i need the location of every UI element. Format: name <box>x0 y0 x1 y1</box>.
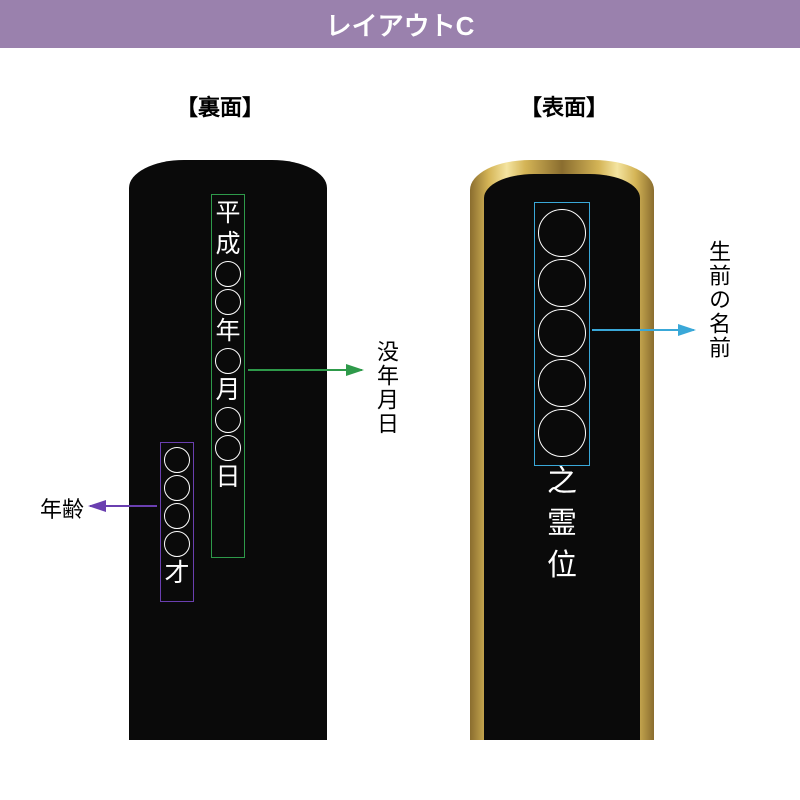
highlight-date <box>211 194 245 558</box>
glyph: 之 <box>547 464 577 500</box>
callout-label-name: 生前の名前 <box>702 240 734 360</box>
callout-label-age: 年齢 <box>40 492 84 524</box>
highlight-name <box>534 202 590 466</box>
glyph: 霊 <box>547 506 577 542</box>
glyph: 位 <box>547 548 577 584</box>
highlight-age <box>160 442 194 602</box>
subtitle-back: 【裏面】 <box>176 90 264 122</box>
subtitle-front: 【表面】 <box>520 90 608 122</box>
callout-label-date: 没年月日 <box>370 340 402 436</box>
header-bar: レイアウトC <box>0 0 800 48</box>
